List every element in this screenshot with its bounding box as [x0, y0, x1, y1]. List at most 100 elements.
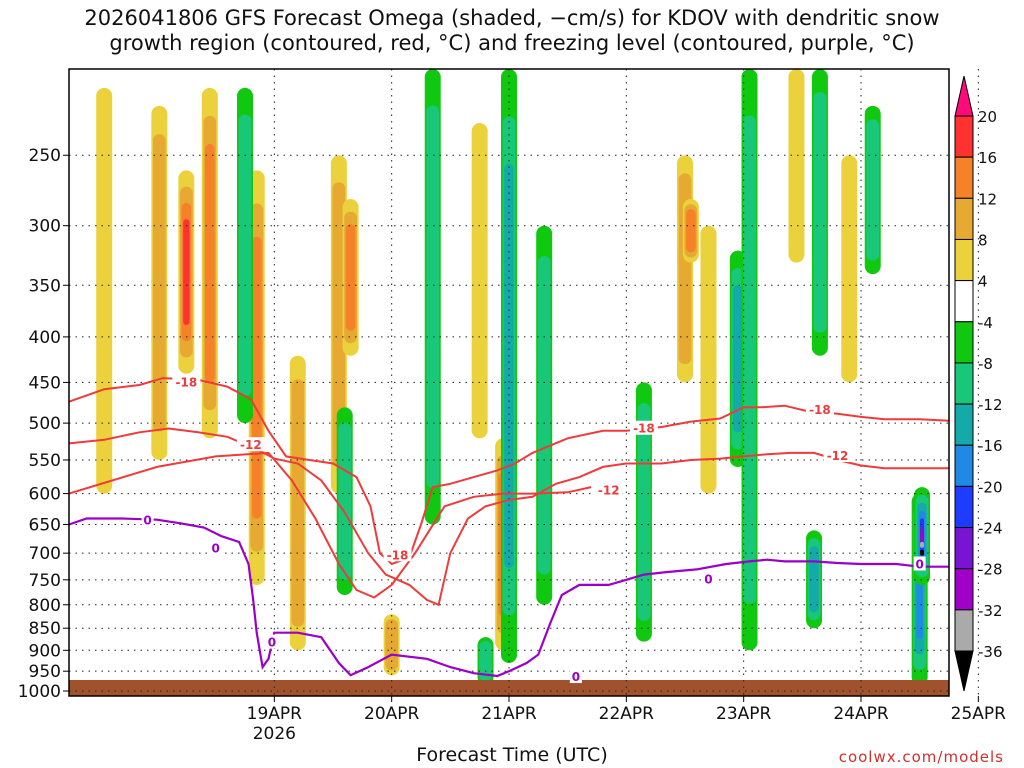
y-tick-label: 600: [29, 485, 61, 505]
gridlines: [69, 69, 979, 696]
omega-band: [183, 219, 190, 325]
omega-cell: [501, 69, 517, 663]
contour-label: -18: [175, 376, 197, 390]
colorbar-tick-label: -32: [978, 602, 1003, 620]
contour-label-bg: [209, 540, 222, 555]
contour-label-bg: [805, 401, 834, 416]
contour-label-bg: [383, 547, 412, 562]
omega-band: [686, 209, 696, 253]
contour-label: 0: [704, 572, 712, 586]
colorbar-segment: [954, 609, 974, 652]
contour-label-bg: [823, 448, 852, 463]
contour-label: -18: [387, 548, 409, 562]
colorbar-segment: [954, 485, 974, 529]
omega-cell: [471, 123, 488, 439]
x-tick-sublabel: 2026: [253, 724, 296, 744]
colorbar-segment: [954, 197, 974, 240]
contour-label-bg: [594, 482, 623, 497]
omega-band: [385, 619, 399, 671]
chart-title: 2026041806 GFS Forecast Omega (shaded, −…: [84, 6, 940, 55]
omega-band: [332, 182, 346, 467]
colorbar-segment: [954, 280, 974, 323]
colorbar-segment: [954, 527, 974, 570]
omega-cell: [536, 225, 553, 605]
x-tick-label: 22APR: [599, 704, 655, 724]
x-tick-label: 21APR: [481, 704, 537, 724]
omega-band: [338, 422, 352, 580]
omega-band: [96, 87, 113, 494]
contour-label: 0: [143, 514, 151, 528]
contour-label: 0: [268, 636, 276, 650]
colorbar-segment: [954, 568, 974, 611]
omega-band: [809, 546, 819, 613]
colorbar-segment: [954, 403, 974, 446]
omega-shading: [96, 69, 931, 686]
omega-cell: [342, 199, 359, 356]
omega-band: [205, 143, 215, 383]
contour-label: 0: [572, 670, 580, 684]
omega-band: [866, 119, 880, 261]
contour-label-bg: [141, 512, 154, 527]
colorbar-tick-label: -4: [978, 314, 993, 332]
omega-band: [841, 155, 858, 383]
y-tick-label: 300: [29, 217, 61, 237]
x-axis-label: Forecast Time (UTC): [416, 744, 608, 766]
colorbar-tick-label: 8: [978, 231, 988, 249]
omega-cell: [151, 105, 168, 460]
omega-band: [238, 114, 252, 397]
x-tick-label: 23APR: [716, 704, 772, 724]
omega-band: [251, 236, 262, 519]
colorbar-tick-label: 16: [978, 149, 997, 167]
omega-band: [920, 549, 925, 556]
x-tick-label: 19APR: [247, 704, 303, 724]
credit-link[interactable]: coolwx.com/models: [838, 748, 1004, 766]
omega-cell: [741, 69, 758, 651]
colorbar-tick-label: -8: [978, 355, 993, 373]
contour-label-bg: [913, 556, 926, 571]
y-tick-label: 700: [29, 544, 61, 564]
omega-band: [733, 285, 743, 433]
omega-band: [152, 134, 166, 432]
y-axis-ticks: 2503003504004505005506006507007508008509…: [18, 146, 69, 702]
omega-band: [637, 403, 651, 621]
colorbar-tick-label: -12: [978, 396, 1003, 414]
y-tick-label: 550: [29, 451, 61, 471]
omega-band: [426, 105, 440, 489]
contour-label: -18: [633, 422, 655, 436]
x-tick-label: 24APR: [833, 704, 889, 724]
y-tick-label: 800: [29, 596, 61, 616]
omega-band: [920, 534, 925, 541]
colorbar-tick-label: 20: [978, 108, 997, 126]
omega-band: [537, 256, 551, 575]
colorbar-segment: [954, 444, 974, 487]
omega-cell: [289, 355, 306, 651]
omega-band: [813, 91, 827, 333]
omega-cell: [336, 407, 353, 595]
y-tick-label: 450: [29, 373, 61, 393]
contour-label: -18: [809, 403, 831, 417]
omega-band: [920, 541, 925, 548]
colorbar-top-arrow: [954, 75, 974, 117]
contour-label: -12: [827, 449, 849, 463]
omega-cell: [201, 87, 218, 439]
contour-label-bg: [265, 634, 278, 649]
colorbar-tick-label: 4: [978, 273, 988, 291]
colorbar-segment: [954, 156, 974, 199]
omega-band: [471, 123, 488, 439]
contour-label-bg: [702, 571, 715, 586]
x-tick-label: 20APR: [364, 704, 420, 724]
omega-cell: [178, 170, 195, 374]
omega-band: [700, 225, 717, 494]
omega-cell: [700, 225, 717, 494]
omega-band: [345, 224, 356, 331]
dgz-contour-line: [69, 377, 949, 566]
y-tick-label: 350: [29, 276, 61, 296]
omega-band: [291, 379, 305, 627]
omega-cell: [677, 155, 693, 383]
omega-cell: [383, 614, 400, 676]
y-tick-label: 950: [29, 662, 61, 682]
y-tick-label: 500: [29, 414, 61, 434]
omega-cell: [424, 69, 441, 525]
